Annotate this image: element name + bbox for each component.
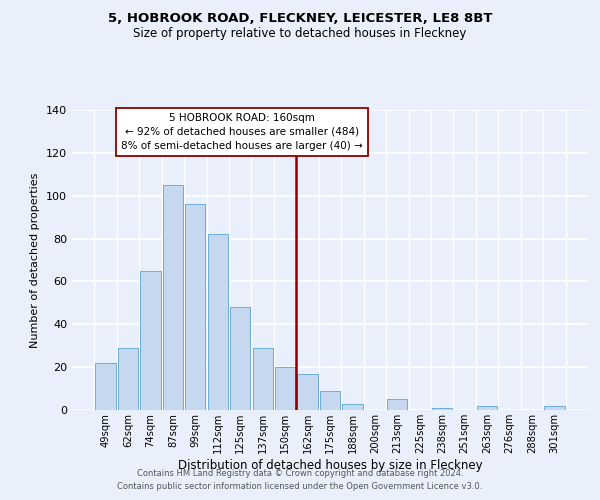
Bar (544, 406, 565, 410)
Bar (387, 400, 407, 410)
Text: Contains HM Land Registry data © Crown copyright and database right 2024.: Contains HM Land Registry data © Crown c… (137, 468, 463, 477)
X-axis label: Distribution of detached houses by size in Fleckney: Distribution of detached houses by size … (178, 458, 482, 471)
Bar (432, 408, 452, 410)
Bar (140, 270, 161, 410)
Y-axis label: Number of detached properties: Number of detached properties (31, 172, 40, 348)
Bar (275, 367, 295, 410)
Bar (343, 404, 362, 410)
Bar (118, 348, 138, 410)
Text: 5, HOBROOK ROAD, FLECKNEY, LEICESTER, LE8 8BT: 5, HOBROOK ROAD, FLECKNEY, LEICESTER, LE… (108, 12, 492, 26)
Bar (253, 348, 273, 410)
Bar (298, 374, 317, 410)
Bar (163, 185, 183, 410)
Bar (208, 234, 228, 410)
Bar (477, 406, 497, 410)
Text: Size of property relative to detached houses in Fleckney: Size of property relative to detached ho… (133, 28, 467, 40)
Bar (320, 390, 340, 410)
Text: 5 HOBROOK ROAD: 160sqm
← 92% of detached houses are smaller (484)
8% of semi-det: 5 HOBROOK ROAD: 160sqm ← 92% of detached… (121, 113, 363, 151)
Bar (230, 307, 250, 410)
Text: Contains public sector information licensed under the Open Government Licence v3: Contains public sector information licen… (118, 482, 482, 491)
Bar (185, 204, 205, 410)
Bar (95, 363, 116, 410)
